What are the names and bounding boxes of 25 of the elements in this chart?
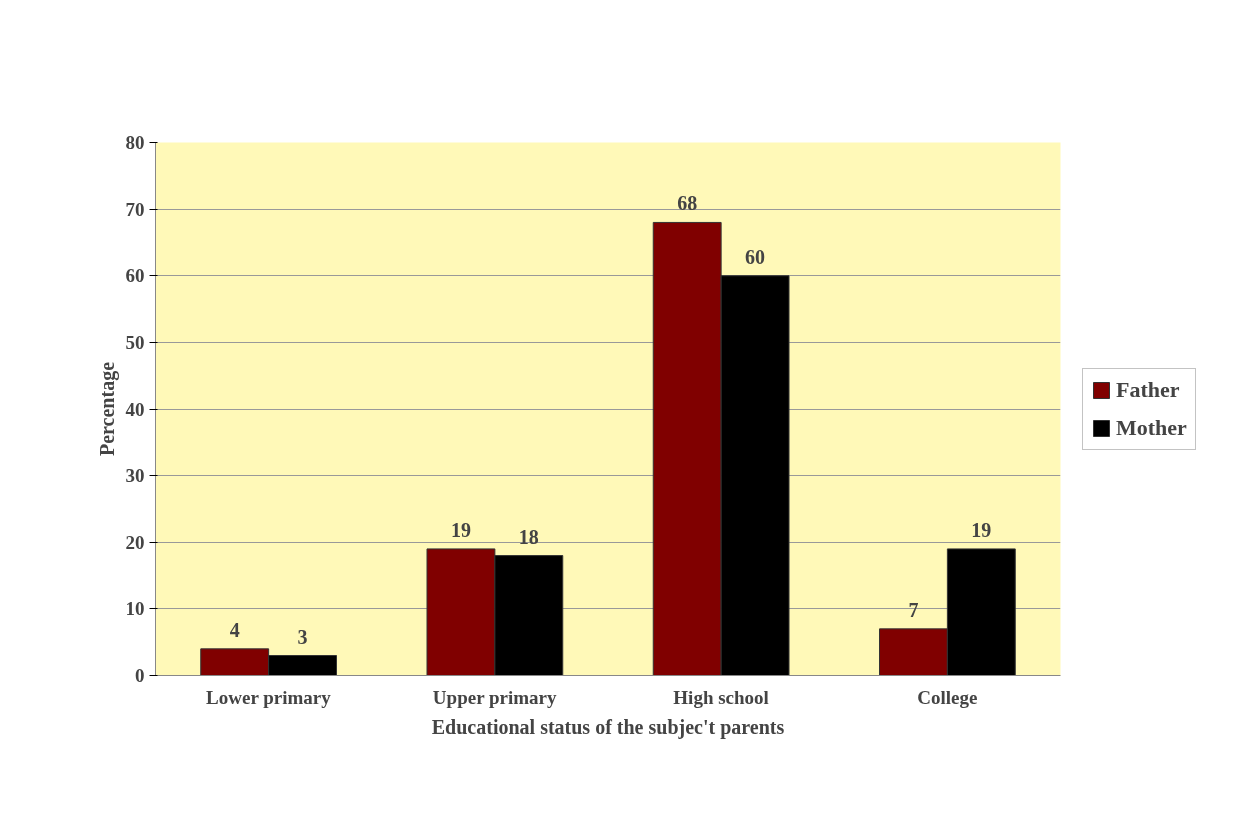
y-tick-label: 80 [125, 132, 145, 153]
y-tick-label: 40 [125, 398, 145, 420]
x-tick-label: High school [673, 686, 769, 708]
y-tick-label: 0 [135, 665, 145, 686]
data-label: 19 [450, 518, 471, 541]
data-label: 4 [229, 618, 240, 641]
y-tick-label: 30 [125, 465, 145, 487]
legend-label: Father [1116, 377, 1180, 403]
data-label: 18 [518, 525, 539, 548]
y-tick-label: 50 [125, 331, 145, 353]
y-axis-title: Percentage [95, 361, 119, 457]
data-label: 60 [745, 245, 766, 268]
data-label: 7 [908, 598, 919, 621]
data-label: 68 [677, 192, 698, 215]
x-tick-label: College [917, 686, 978, 708]
y-tick-label: 20 [125, 531, 145, 553]
x-tick-label: Lower primary [206, 686, 332, 708]
data-label: 3 [297, 625, 308, 648]
y-tick-label: 60 [125, 265, 145, 287]
data-label: 19 [971, 518, 992, 541]
legend-label: Mother [1116, 415, 1187, 441]
x-axis-title: Educational status of the subjec't parents [431, 715, 785, 739]
x-tick-label: Upper primary [432, 686, 558, 708]
y-tick-label: 70 [125, 198, 145, 220]
y-tick-label: 10 [125, 598, 145, 620]
